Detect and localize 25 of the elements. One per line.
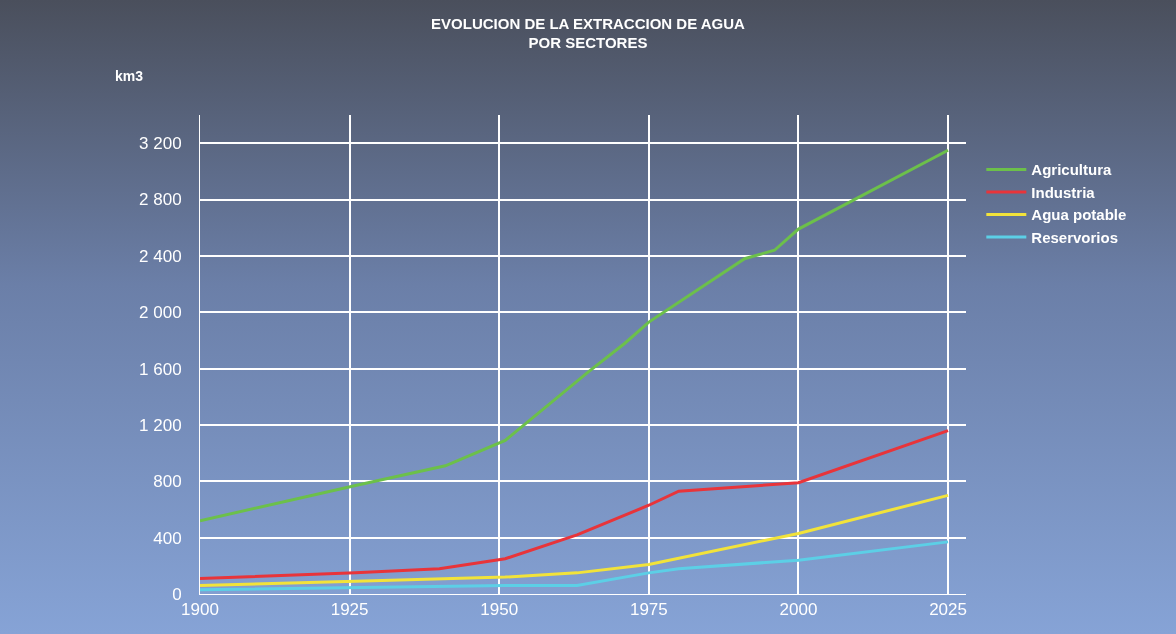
line-series xyxy=(200,148,950,523)
legend-label: Agua potable xyxy=(1031,206,1127,224)
y-tick-label: 400 xyxy=(153,528,182,548)
line-series xyxy=(200,429,950,580)
y-tick-label: 800 xyxy=(153,472,182,492)
x-tick-label: 1950 xyxy=(480,600,519,620)
y-tick-label: 2 800 xyxy=(139,190,182,210)
line-series xyxy=(200,493,950,588)
x-tick-label: 1925 xyxy=(330,600,369,620)
line-series xyxy=(200,540,950,592)
x-tick-label: 2025 xyxy=(929,600,967,620)
x-tick-label: 1975 xyxy=(629,600,668,620)
y-tick-label: 0 xyxy=(172,584,182,604)
y-tick-label: 1 200 xyxy=(139,415,182,435)
y-tick-label: 2 000 xyxy=(139,303,182,323)
legend-label: Reservorios xyxy=(1031,228,1119,246)
y-tick-label: 2 400 xyxy=(139,246,182,266)
chart-title: EVOLUCION DE LA EXTRACCION DE AGUA POR SECTORES xyxy=(431,14,746,52)
y-axis-title: km3 xyxy=(115,68,144,84)
x-tick-label: 2000 xyxy=(779,600,818,620)
y-tick-label: 3 200 xyxy=(139,134,182,154)
x-tick-label: 1900 xyxy=(181,600,219,620)
legend-label: Industria xyxy=(1031,183,1096,201)
y-tick-label: 1 600 xyxy=(139,359,182,379)
legend-label: Agricultura xyxy=(1031,161,1112,179)
